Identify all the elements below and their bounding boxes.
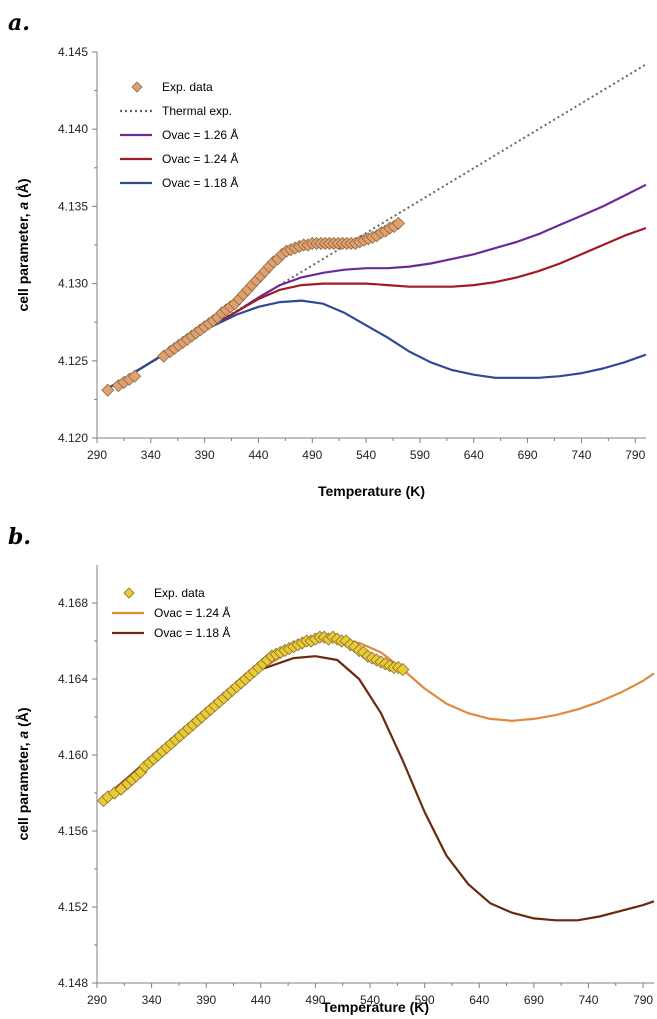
y-tick-label: 4.130 bbox=[58, 277, 88, 291]
x-tick-label: 640 bbox=[464, 448, 484, 462]
data-point bbox=[128, 369, 142, 383]
legend-marker bbox=[131, 81, 143, 93]
y-tick-label: 4.135 bbox=[58, 199, 88, 213]
x-tick-label: 340 bbox=[142, 993, 162, 1007]
data-point bbox=[391, 216, 405, 230]
x-tick-label: 390 bbox=[195, 448, 215, 462]
x-axis-title: Temperature (K) bbox=[318, 483, 425, 499]
y-tick-label: 4.168 bbox=[58, 596, 88, 610]
series-line-ovac-1-26- bbox=[107, 183, 647, 390]
panel-label: b. bbox=[8, 524, 31, 550]
data-point bbox=[396, 662, 410, 677]
x-tick-label: 290 bbox=[87, 993, 107, 1007]
legend-marker bbox=[123, 587, 135, 599]
x-tick-label: 390 bbox=[196, 993, 216, 1007]
legend: Exp. data Ovac = 1.24 Å Ovac = 1.18 Å bbox=[112, 586, 230, 640]
y-axis-title: cell parameter, a (Å) bbox=[15, 707, 31, 840]
y-tick-label: 4.152 bbox=[58, 900, 88, 914]
x-tick-label: 690 bbox=[524, 993, 544, 1007]
legend-label: Ovac = 1.24 Å bbox=[154, 605, 230, 620]
x-tick-label: 740 bbox=[571, 448, 591, 462]
series-line-ovac-1-18- bbox=[102, 655, 655, 922]
x-tick-label: 590 bbox=[415, 993, 435, 1007]
x-axis-title: Temperature (K) bbox=[322, 999, 429, 1015]
y-tick-label: 4.140 bbox=[58, 122, 88, 136]
x-tick-label: 590 bbox=[410, 448, 430, 462]
x-tick-label: 540 bbox=[356, 448, 376, 462]
y-tick-label: 4.145 bbox=[58, 45, 88, 59]
x-tick-label: 790 bbox=[625, 448, 645, 462]
legend-label: Exp. data bbox=[154, 586, 205, 600]
x-tick-label: 740 bbox=[578, 993, 598, 1007]
panel-label: a. bbox=[8, 10, 30, 36]
x-tick-label: 290 bbox=[87, 448, 107, 462]
x-tick-label: 340 bbox=[141, 448, 161, 462]
legend-label: Exp. data bbox=[162, 80, 213, 94]
legend-label: Ovac = 1.18 Å bbox=[162, 175, 238, 190]
x-tick-label: 490 bbox=[305, 993, 325, 1007]
legend-label: Thermal exp. bbox=[162, 104, 232, 118]
y-tick-label: 4.160 bbox=[58, 748, 88, 762]
plot-area bbox=[97, 630, 655, 922]
y-axis-title: cell parameter, a (Å) bbox=[15, 178, 31, 311]
chart-panel-a: a. 4.120 4.125 4.130 4.135 4.140 4.145 290 340 39… bbox=[8, 10, 647, 499]
legend-label: Ovac = 1.26 Å bbox=[162, 127, 238, 142]
series-line-ovac-1-18- bbox=[107, 299, 647, 390]
legend: Exp. data Thermal exp. Ovac = 1.26 Å Ovac =… bbox=[120, 80, 238, 190]
data-point bbox=[101, 383, 115, 397]
x-tick-label: 440 bbox=[248, 448, 268, 462]
y-tick-label: 4.164 bbox=[58, 672, 88, 686]
y-tick-label: 4.156 bbox=[58, 824, 88, 838]
x-tick-label: 540 bbox=[360, 993, 380, 1007]
plot-area bbox=[101, 63, 647, 397]
legend-label: Ovac = 1.24 Å bbox=[162, 151, 238, 166]
series-line-ovac-1-24- bbox=[107, 226, 647, 390]
x-tick-label: 790 bbox=[633, 993, 653, 1007]
x-tick-label: 440 bbox=[251, 993, 271, 1007]
legend-label: Ovac = 1.18 Å bbox=[154, 625, 230, 640]
y-tick-label: 4.148 bbox=[58, 976, 88, 990]
x-tick-label: 690 bbox=[518, 448, 538, 462]
chart-panel-b: b. 4.148 4.152 4.156 4.160 4.164 4.168 290 340 39… bbox=[8, 524, 655, 1015]
y-tick-label: 4.120 bbox=[58, 431, 88, 445]
y-tick-label: 4.125 bbox=[58, 354, 88, 368]
x-tick-label: 640 bbox=[469, 993, 489, 1007]
x-tick-label: 490 bbox=[302, 448, 322, 462]
